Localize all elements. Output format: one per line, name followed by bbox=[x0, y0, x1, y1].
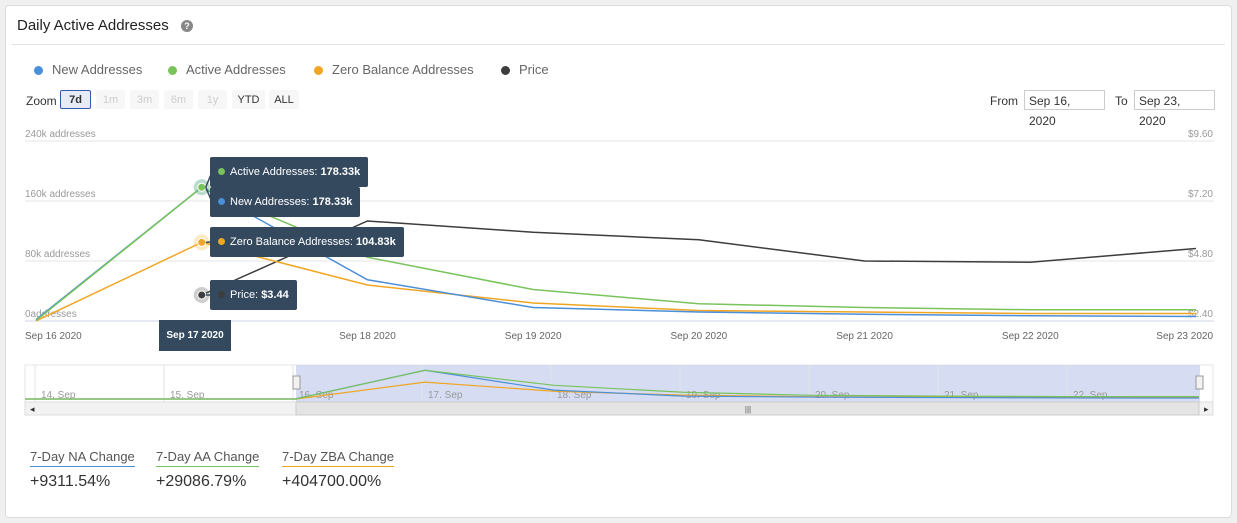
navigator-tick-label: 16. Sep bbox=[299, 390, 334, 401]
tooltip-date: Sep 17 2020 bbox=[159, 320, 231, 351]
legend-dot-icon bbox=[34, 66, 43, 75]
data-point bbox=[197, 182, 207, 192]
y-tick-label-right: $4.80 bbox=[1188, 249, 1213, 260]
stat-value: +9311.54% bbox=[30, 473, 111, 490]
x-tick-label: Sep 22 2020 bbox=[1002, 331, 1059, 342]
x-tick-label: Sep 19 2020 bbox=[505, 331, 562, 342]
legend-dot-icon bbox=[168, 66, 177, 75]
legend-label: New Addresses bbox=[52, 62, 143, 77]
to-label: To bbox=[1115, 94, 1128, 108]
zoom-3m-button[interactable]: 3m bbox=[130, 90, 159, 109]
navigator-tick-label: 17. Sep bbox=[428, 390, 463, 401]
tooltip-price: Price: $3.44 bbox=[210, 280, 297, 310]
tooltip-label: Price: bbox=[230, 289, 259, 301]
navigator-series-line bbox=[25, 369, 1199, 400]
x-tick-label: Sep 21 2020 bbox=[836, 331, 893, 342]
x-tick-label: Sep 16 2020 bbox=[25, 331, 82, 342]
from-date-input[interactable]: Sep 16, 2020 bbox=[1024, 90, 1105, 128]
from-label: From bbox=[990, 94, 1018, 108]
scroll-right-icon: ▸ bbox=[1204, 404, 1209, 414]
tooltip-value: 178.33k bbox=[312, 196, 353, 208]
legend-label: Active Addresses bbox=[186, 62, 286, 77]
y-tick-label-right: $9.60 bbox=[1188, 129, 1213, 140]
tooltip-zero-balance-addresses: Zero Balance Addresses: 104.83k bbox=[210, 227, 404, 257]
help-icon[interactable]: ? bbox=[181, 20, 193, 32]
navigator-tick-label: 18. Sep bbox=[557, 390, 592, 401]
y-tick-label-left: 240k addresses bbox=[25, 129, 96, 140]
tooltip-label: New Addresses: bbox=[230, 196, 310, 208]
zoom-all-button[interactable]: ALL bbox=[269, 90, 299, 109]
stat-zba-change: 7-Day ZBA Change +404700.00% bbox=[282, 449, 395, 491]
zoom-1y-button[interactable]: 1y bbox=[198, 90, 227, 109]
zoom-7d-button[interactable]: 7d bbox=[60, 90, 91, 109]
scrollbar-thumb bbox=[295, 401, 1200, 416]
stat-aa-change: 7-Day AA Change +29086.79% bbox=[156, 449, 260, 491]
tooltip-new-addresses: New Addresses: 178.33k bbox=[210, 187, 361, 217]
tooltip-label: Zero Balance Addresses: bbox=[230, 236, 353, 248]
series-dot-icon bbox=[218, 291, 225, 298]
divider bbox=[12, 44, 1225, 45]
navigator-tick-label: 22. Sep bbox=[1073, 390, 1108, 401]
legend-label: Zero Balance Addresses bbox=[332, 62, 474, 77]
series-line-price bbox=[201, 220, 1197, 296]
stat-value: +404700.00% bbox=[282, 473, 382, 490]
navigator-tick-label: 14. Sep bbox=[41, 390, 76, 401]
to-date-input[interactable]: Sep 23, 2020 bbox=[1134, 90, 1215, 128]
stat-value: +29086.79% bbox=[156, 473, 247, 490]
series-dot-icon bbox=[218, 238, 225, 245]
navigator-handle-icon bbox=[292, 375, 301, 390]
zoom-ytd-button[interactable]: YTD bbox=[232, 90, 265, 109]
tooltip-label: Active Addresses: bbox=[230, 166, 318, 178]
x-tick-label: Sep 23 2020 bbox=[1156, 331, 1213, 342]
y-tick-label-right: $7.20 bbox=[1188, 189, 1213, 200]
stat-label: 7-Day ZBA Change bbox=[282, 449, 395, 467]
tooltip-value: 178.33k bbox=[320, 166, 361, 178]
zoom-1m-button[interactable]: 1m bbox=[96, 90, 125, 109]
zoom-6m-button[interactable]: 6m bbox=[164, 90, 193, 109]
navigator-tick-label: 21. Sep bbox=[944, 390, 979, 401]
series-dot-icon bbox=[218, 198, 225, 205]
stat-label: 7-Day AA Change bbox=[156, 449, 260, 467]
legend-dot-icon bbox=[314, 66, 323, 75]
legend-label: Price bbox=[519, 62, 549, 77]
zoom-label: Zoom bbox=[26, 94, 57, 108]
scroll-left-icon: ◂ bbox=[30, 404, 35, 414]
page-title: Daily Active Addresses bbox=[17, 17, 169, 34]
legend-dot-icon bbox=[501, 66, 510, 75]
x-tick-label: Sep 18 2020 bbox=[339, 331, 396, 342]
stat-na-change: 7-Day NA Change +9311.54% bbox=[30, 449, 135, 491]
stat-label: 7-Day NA Change bbox=[30, 449, 135, 467]
scrollbar-grip-icon: ||| bbox=[745, 405, 751, 414]
data-point bbox=[197, 290, 207, 300]
series-dot-icon bbox=[218, 168, 225, 175]
navigator-tick-label: 15. Sep bbox=[170, 390, 205, 401]
y-tick-label-right: $2.40 bbox=[1188, 309, 1213, 320]
tooltip-value: $3.44 bbox=[261, 289, 289, 301]
y-tick-label-left: 80k addresses bbox=[25, 249, 90, 260]
tooltip-active-addresses: Active Addresses: 178.33k bbox=[210, 157, 369, 187]
data-point bbox=[197, 237, 207, 247]
x-tick-label: Sep 20 2020 bbox=[670, 331, 727, 342]
navigator-handle-icon bbox=[1195, 375, 1204, 390]
tooltip-value: 104.83k bbox=[355, 236, 396, 248]
y-tick-label-left: 160k addresses bbox=[25, 189, 96, 200]
